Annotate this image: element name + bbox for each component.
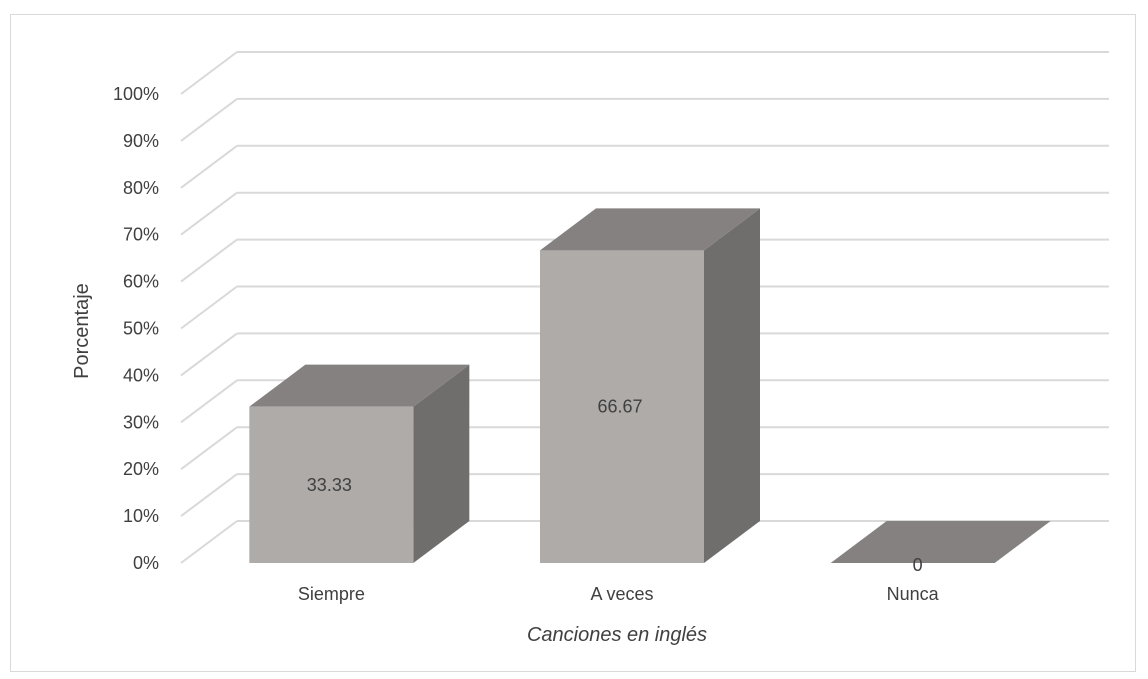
gridline-diagonal bbox=[180, 145, 238, 189]
y-tick-label: 0% bbox=[133, 553, 159, 573]
y-tick-label: 100% bbox=[113, 84, 159, 104]
gridline-diagonal bbox=[180, 379, 238, 424]
gridline-diagonal bbox=[180, 473, 238, 517]
y-tick-label: 60% bbox=[123, 272, 159, 292]
y-axis-ticks: 0% 10% 20% 30% 40% 50% 60% 70% 80% 90% 100% bbox=[113, 84, 159, 573]
gridline-diagonal bbox=[180, 332, 238, 377]
gridline-diagonal bbox=[180, 520, 238, 564]
bar-top bbox=[249, 364, 470, 407]
y-axis-title: Porcentaje bbox=[71, 283, 93, 379]
y-tick-label: 30% bbox=[123, 412, 159, 432]
gridline-diagonal bbox=[180, 98, 238, 142]
y-tick-label: 80% bbox=[123, 178, 159, 198]
bar-top bbox=[830, 521, 1051, 563]
x-axis-title: Canciones en inglés bbox=[527, 624, 707, 646]
bar bbox=[540, 250, 704, 564]
y-tick-label: 50% bbox=[123, 319, 159, 339]
x-tick-label: A veces bbox=[590, 584, 653, 604]
gridline-diagonal bbox=[180, 51, 238, 95]
bar-side bbox=[413, 364, 470, 563]
y-tick-label: 90% bbox=[123, 131, 159, 151]
x-tick-label: Siempre bbox=[298, 584, 365, 604]
bar-side bbox=[704, 208, 760, 564]
x-tick-label: Nunca bbox=[887, 584, 940, 604]
bar-top bbox=[540, 208, 760, 251]
gridline-diagonal bbox=[180, 426, 238, 471]
y-tick-label: 40% bbox=[123, 365, 159, 385]
bars bbox=[249, 208, 1051, 564]
y-tick-label: 70% bbox=[123, 225, 159, 245]
y-tick-label: 10% bbox=[123, 506, 159, 526]
data-label: 0 bbox=[913, 555, 923, 575]
y-tick-label: 20% bbox=[123, 459, 159, 479]
gridline-diagonal bbox=[180, 285, 238, 330]
data-label: 33.33 bbox=[307, 475, 352, 495]
bar bbox=[249, 406, 414, 563]
gridline-diagonal bbox=[180, 238, 238, 283]
gridline-diagonal bbox=[180, 191, 238, 236]
x-axis-categories: Siempre A veces Nunca bbox=[298, 584, 940, 604]
data-label: 66.67 bbox=[597, 397, 642, 417]
data-labels: 33.33 66.67 0 bbox=[307, 397, 923, 575]
